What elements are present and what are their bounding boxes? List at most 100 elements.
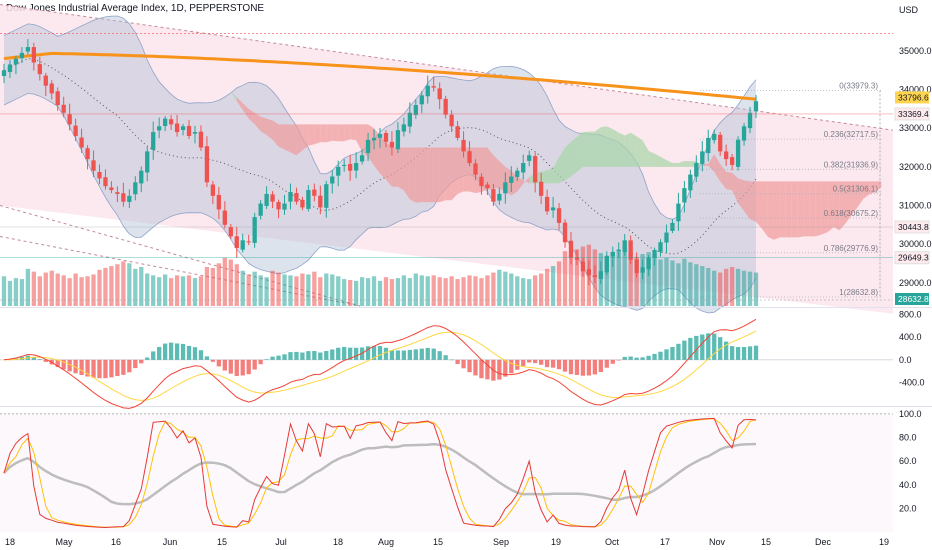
time-tick-label: 15 [761,537,771,547]
candle-body [634,259,639,274]
cloud-segment-bullish [582,131,589,167]
bollinger-basis [3,58,757,255]
macd-histogram-bar [646,355,651,360]
candle-body [121,193,126,202]
macd-histogram-bar [533,359,538,364]
macd-histogram-bar [127,359,132,373]
price-tag-box [895,293,929,305]
cloud-segment-bearish [278,124,285,150]
candle-body [240,240,245,250]
price-tag-label: 33369.4 [898,109,929,119]
time-tick-label: Dec [815,537,832,547]
moving-average-200 [3,51,757,101]
macd-histogram-bar [31,356,36,360]
macd-histogram-bar [527,359,532,363]
macd-histogram-bar [216,359,222,367]
macd-histogram-bar [401,350,407,360]
cloud-segment-bullish [565,141,571,181]
cloud-segment-bearish [744,180,750,219]
volume-bar [437,277,442,306]
macd-histogram-bar [431,348,436,360]
macd-histogram-bar [162,343,168,360]
volume-bar [359,277,365,306]
volume-bar [73,273,78,306]
cloud-segment-bullish [559,147,565,184]
cloud-segment-bearish [762,181,768,237]
fib-label: 0.5(31306.1) [833,185,879,194]
fib-label: 1(28632.8) [839,288,878,297]
volume-bar [562,251,568,306]
macd-histogram-bar [342,346,347,360]
macd-histogram-bar [712,333,717,360]
macd-histogram-bar [288,352,293,360]
candle-body [318,195,323,208]
volume-bar [252,271,257,306]
macd-histogram-bar [97,359,102,379]
volume-bar [682,258,687,306]
macd-histogram-bar [121,359,126,375]
candle-body [73,125,78,136]
cloud-segment-bearish [785,181,792,238]
candle-body [371,137,377,141]
candle-body [234,236,239,249]
macd-histogram-bar [467,359,472,373]
time-tick-label: Oct [605,537,620,547]
stochastic-tick-label: 60.0 [899,456,917,466]
macd-histogram-bar [562,359,568,372]
cloud-segment-bearish [320,124,327,143]
candle-body [592,275,598,278]
volume-bar [145,273,150,306]
macd-histogram-bar [413,349,418,360]
volume-bar [718,272,723,306]
candle-body [467,151,472,163]
volume-bar [425,276,430,306]
volume-bar [353,280,359,306]
cloud-segment-bearish [421,147,428,203]
cloud-segment-bearish [851,181,858,216]
candle-body [377,134,383,138]
price-tick-label: 29000.0 [899,278,932,288]
price-tag-label: 28632.8 [898,294,929,304]
candle-body [586,269,592,276]
cloud-segment-bearish [720,164,727,190]
macd-histogram-bar [91,359,96,378]
volume-bar [300,273,305,306]
candle-body [443,98,448,115]
volume-bar [652,254,657,306]
volume-bar [389,279,395,306]
candle-body [192,132,198,134]
macd-histogram-bar [73,359,78,374]
candle-body [258,203,263,216]
cloud-segment-bearish [457,147,464,194]
macd-histogram-bar [168,342,174,360]
volume-bar [115,264,120,306]
candle-body [103,177,108,187]
macd-tick-label: -400.0 [899,377,925,387]
candle-body [455,126,460,138]
candle-body [365,139,371,154]
candle-body [562,222,568,243]
cloud-segment-bullish [648,150,655,167]
candle-body [461,139,466,152]
cloud-segment-bearish [869,181,876,195]
cloud-segment-bullish [571,136,577,177]
time-tick-label: Jul [275,537,287,547]
volume-bar [97,269,102,306]
cloud-segment-bullish [642,140,649,167]
volume-bar [186,275,192,306]
candle-body [425,85,430,97]
candle-body [741,126,747,141]
volume-bar [25,268,31,306]
candle-body [664,232,669,243]
macd-pane: 800.0 400.0 0.0 -400.0 [0,310,925,409]
macd-histogram-bar [735,347,741,360]
cloud-segment-bearish [254,112,261,132]
candle-body [527,155,532,161]
macd-histogram-bar [353,347,359,360]
volume-bar [162,274,168,306]
candle-body [180,126,186,130]
candle-body [383,132,389,142]
cloud-segment-bearish [284,124,291,153]
candle-body [628,240,633,260]
